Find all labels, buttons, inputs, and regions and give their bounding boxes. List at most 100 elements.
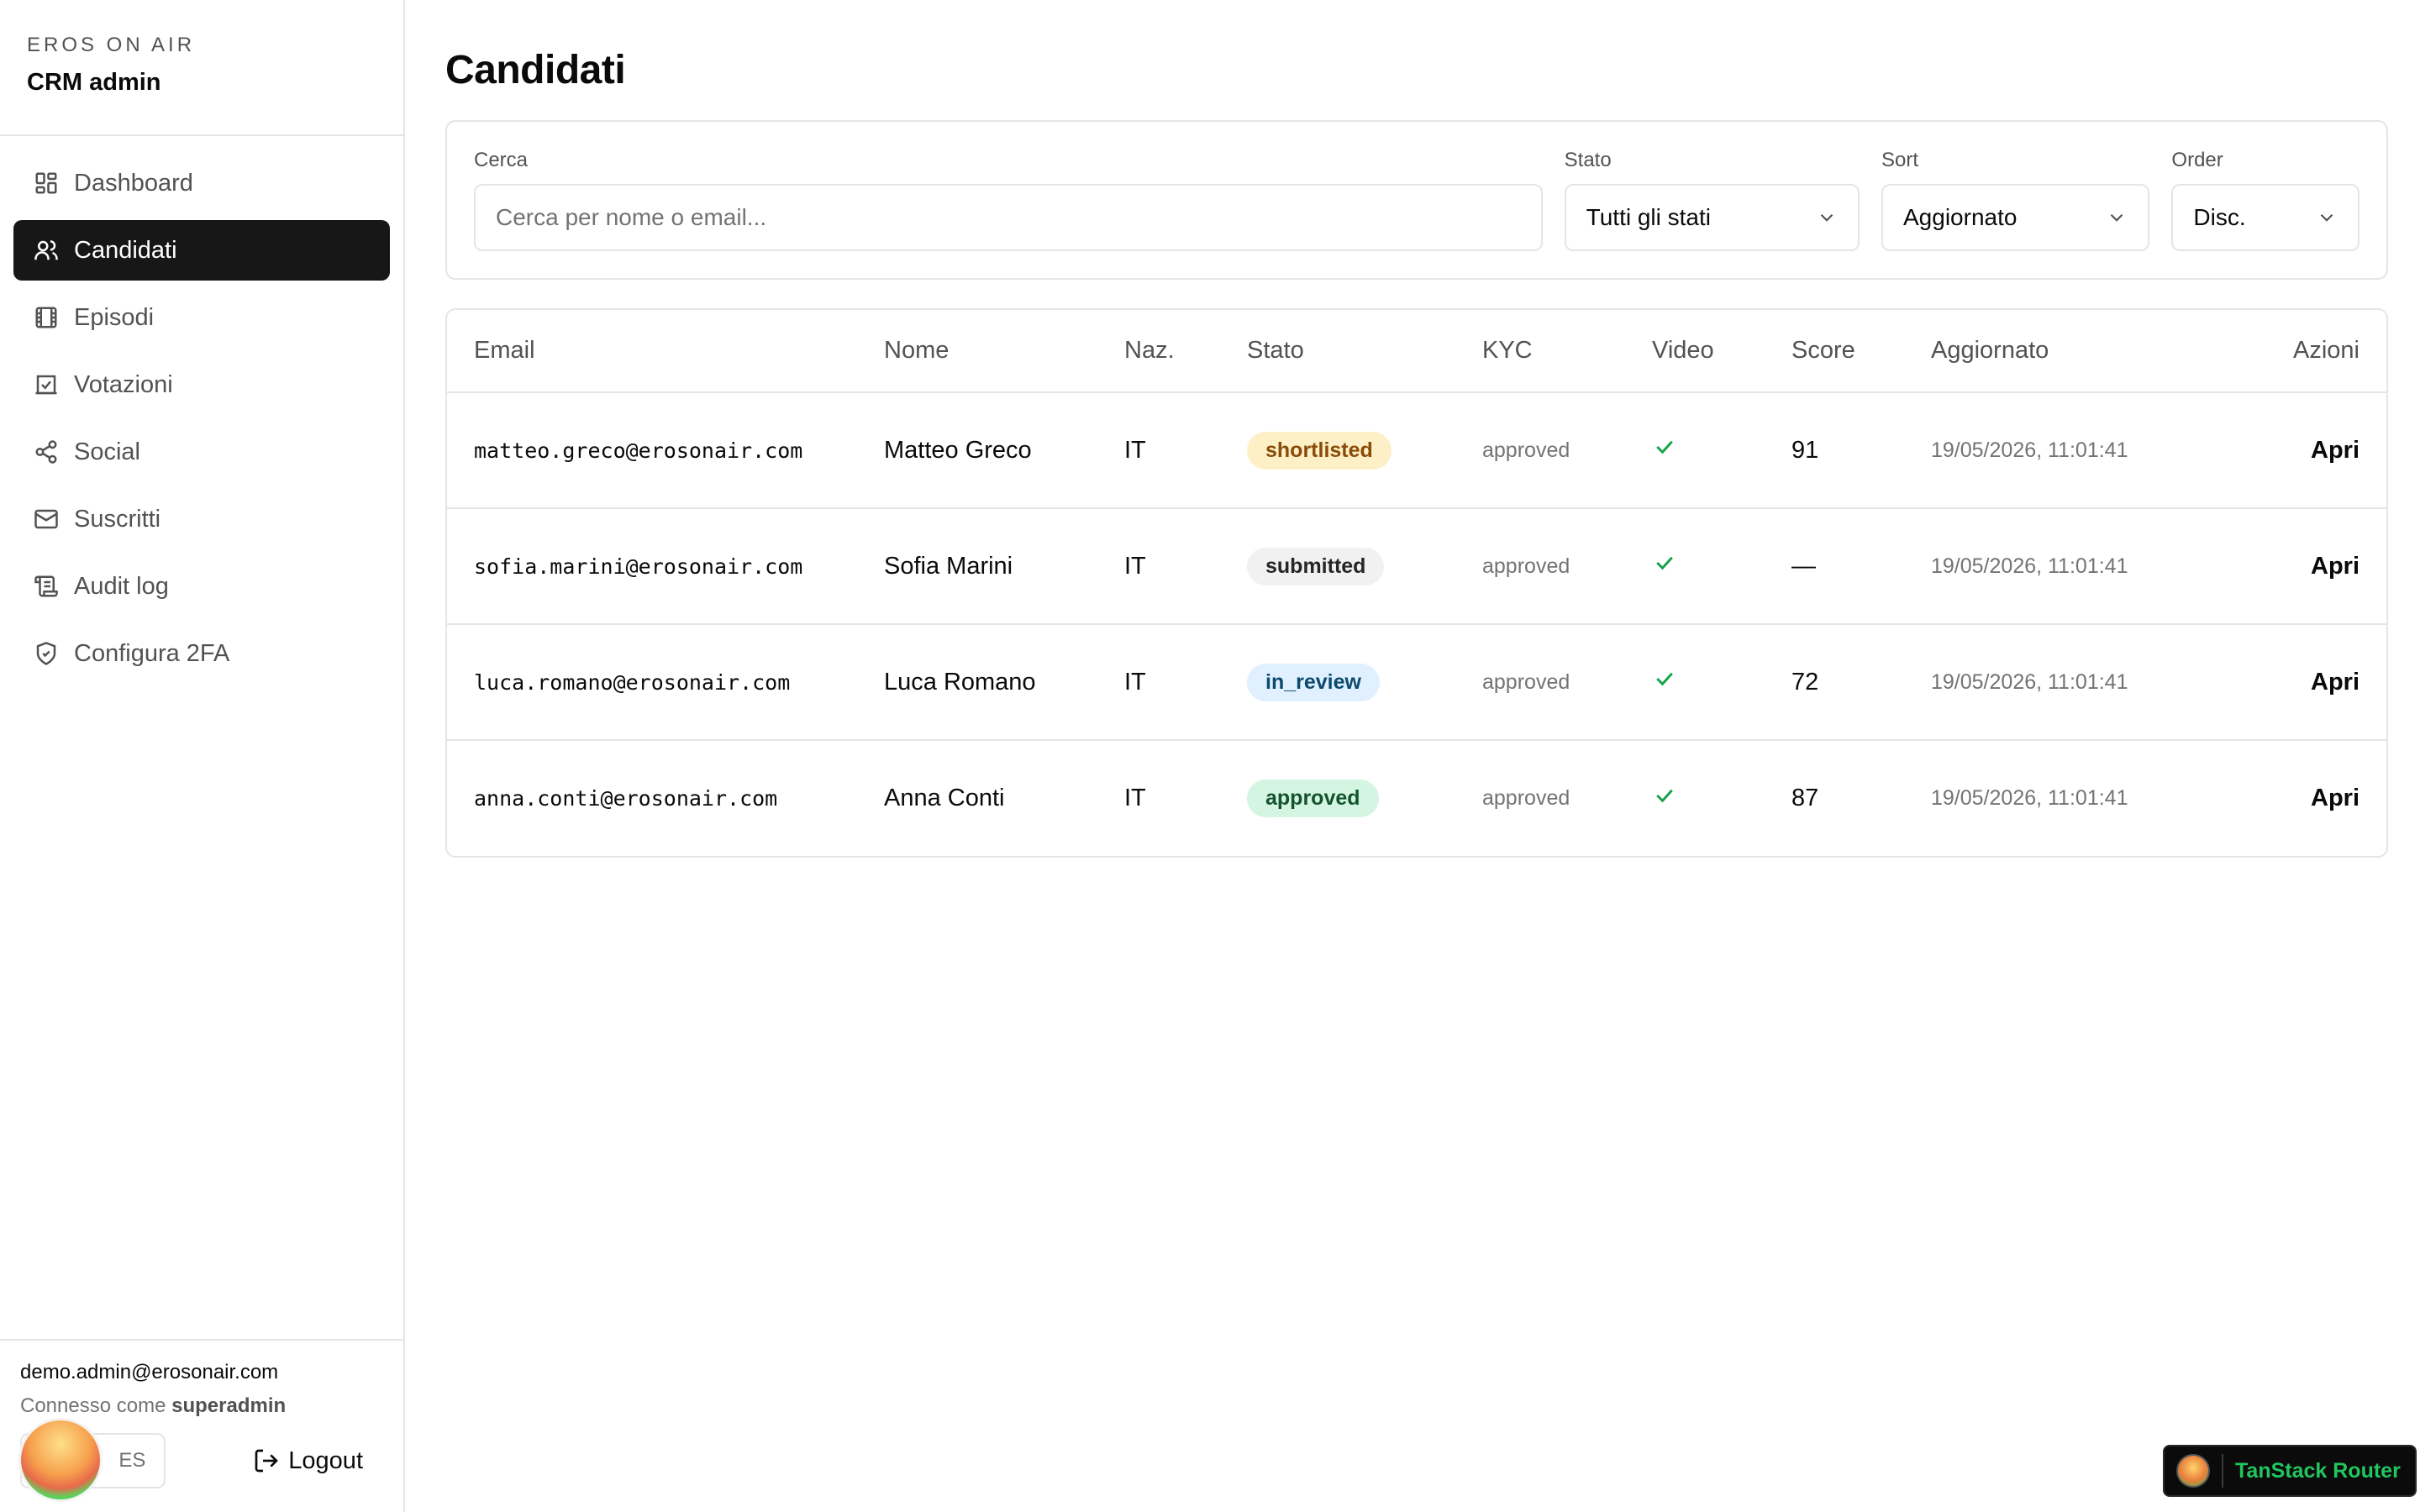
sidebar-footer-actions: N ES Logout xyxy=(18,1418,383,1502)
tanstack-router-devtools-button[interactable]: TanStack Router xyxy=(2163,1445,2417,1497)
user-role: Connesso come superadmin xyxy=(20,1394,383,1418)
open-candidate-link[interactable]: Apri xyxy=(2311,785,2360,811)
cell-email: matteo.greco@erosonair.com xyxy=(447,392,884,509)
cell-azioni: Apri xyxy=(2269,740,2386,856)
cell-aggiornato: 19/05/2026, 11:01:41 xyxy=(1931,392,2269,509)
language-switch: N ES xyxy=(18,1418,166,1502)
check-icon xyxy=(1656,672,1673,686)
sidebar-item-label: Dashboard xyxy=(74,169,193,197)
status-badge: submitted xyxy=(1247,547,1385,585)
sidebar-item-audit-log[interactable]: Audit log xyxy=(13,556,390,617)
sidebar-item-candidati[interactable]: Candidati xyxy=(13,220,390,281)
open-candidate-link[interactable]: Apri xyxy=(2311,552,2360,580)
order-label: Order xyxy=(2171,149,2223,171)
mail-icon xyxy=(34,509,58,529)
sidebar-item-episodi[interactable]: Episodi xyxy=(13,287,390,348)
devtools-toggle-icon[interactable] xyxy=(18,1418,103,1502)
sidebar-nav: Dashboard Candidati Episodi Votazioni So… xyxy=(0,136,403,684)
table-header-row: Email Nome Naz. Stato KYC Video Score Ag… xyxy=(447,310,2386,393)
page-title: Candidati xyxy=(445,48,626,92)
column-header-kyc[interactable]: KYC xyxy=(1482,310,1652,393)
cell-azioni: Apri xyxy=(2269,392,2386,509)
sidebar-item-dashboard[interactable]: Dashboard xyxy=(13,153,390,213)
cell-score: 87 xyxy=(1791,785,1819,811)
cell-azioni: Apri xyxy=(2269,508,2386,625)
status-badge: approved xyxy=(1247,780,1379,817)
column-header-score[interactable]: Score xyxy=(1791,310,1931,393)
shield-check-icon xyxy=(36,642,56,665)
sidebar-item-suscritti[interactable]: Suscritti xyxy=(13,489,390,549)
main-content: Candidati Cerca Stato Tutti gli stati So… xyxy=(445,0,2388,858)
column-header-email[interactable]: Email xyxy=(447,310,884,393)
brand: EROS ON AIR CRM admin xyxy=(0,0,403,136)
search-input[interactable] xyxy=(474,184,1543,251)
cell-aggiornato: 19/05/2026, 11:01:41 xyxy=(1931,508,2269,625)
order-select[interactable]: Disc. xyxy=(2171,184,2360,251)
cell-stato: in_review xyxy=(1247,624,1482,741)
open-candidate-link[interactable]: Apri xyxy=(2311,668,2360,696)
cell-naz: IT xyxy=(1124,624,1247,741)
brand-title: CRM admin xyxy=(27,69,161,96)
sidebar-item-label: Configura 2FA xyxy=(74,639,230,667)
brand-kicker: EROS ON AIR xyxy=(27,34,196,56)
logout-label: Logout xyxy=(288,1446,363,1474)
film-icon xyxy=(35,307,57,328)
lang-option-es[interactable]: ES xyxy=(118,1449,146,1472)
sidebar-item-votazioni[interactable]: Votazioni xyxy=(13,354,390,415)
table-row[interactable]: matteo.greco@erosonair.com Matteo Greco … xyxy=(447,392,2386,509)
scroll-icon xyxy=(34,575,58,597)
column-header-azioni: Azioni xyxy=(2269,310,2386,393)
cell-aggiornato: 19/05/2026, 11:01:41 xyxy=(1931,624,2269,741)
cell-stato: submitted xyxy=(1247,508,1482,625)
chevron-down-icon xyxy=(2320,213,2333,222)
cell-kyc: approved xyxy=(1482,786,1570,810)
cell-stato: approved xyxy=(1247,740,1482,856)
cell-score: — xyxy=(1791,508,1931,625)
status-badge: in_review xyxy=(1247,663,1380,701)
order-select-value: Disc. xyxy=(2193,204,2246,230)
cell-video xyxy=(1652,624,1791,741)
sort-field-group: Sort Aggiornato xyxy=(1881,149,2150,278)
stato-select-value: Tutti gli stati xyxy=(1586,204,1711,230)
table-row[interactable]: sofia.marini@erosonair.com Sofia Marini … xyxy=(447,508,2386,625)
cell-video xyxy=(1652,392,1791,509)
sidebar-item-configura-2fa[interactable]: Configura 2FA xyxy=(13,623,390,684)
column-header-nome[interactable]: Nome xyxy=(884,310,1124,393)
table-row[interactable]: luca.romano@erosonair.com Luca Romano IT… xyxy=(447,624,2386,741)
filters-panel: Cerca Stato Tutti gli stati Sort Aggiorn… xyxy=(445,120,2388,280)
check-icon xyxy=(1656,556,1673,570)
cell-kyc: approved xyxy=(1482,392,1652,509)
tanstack-router-label: TanStack Router xyxy=(2235,1458,2401,1483)
cell-score: 91 xyxy=(1791,392,1931,509)
column-header-stato[interactable]: Stato xyxy=(1247,310,1482,393)
candidates-table-card: Email Nome Naz. Stato KYC Video Score Ag… xyxy=(445,308,2388,858)
sidebar-item-label: Suscritti xyxy=(74,505,161,533)
sort-select[interactable]: Aggiornato xyxy=(1881,184,2150,251)
column-header-aggiornato[interactable]: Aggiornato xyxy=(1931,310,2269,393)
open-candidate-link[interactable]: Apri xyxy=(2311,436,2360,464)
divider xyxy=(2222,1454,2223,1488)
column-header-video[interactable]: Video xyxy=(1652,310,1791,393)
cell-email: sofia.marini@erosonair.com xyxy=(447,508,884,625)
sidebar-item-label: Votazioni xyxy=(74,370,173,398)
column-header-naz[interactable]: Naz. xyxy=(1124,310,1247,393)
cell-kyc: approved xyxy=(1482,508,1652,625)
cell-email: luca.romano@erosonair.com xyxy=(447,624,884,741)
cell-nome: Sofia Marini xyxy=(884,508,1124,625)
dashboard-icon xyxy=(35,172,57,194)
table-row[interactable]: anna.conti@erosonair.com Anna Conti IT a… xyxy=(447,740,2386,856)
sidebar-footer: demo.admin@erosonair.com Connesso come s… xyxy=(0,1339,403,1512)
tanstack-logo-icon xyxy=(2176,1454,2210,1488)
logout-button[interactable]: Logout xyxy=(253,1447,363,1475)
search-field-group: Cerca xyxy=(474,149,1543,278)
chevron-down-icon xyxy=(2111,213,2123,222)
user-role-value: superadmin xyxy=(171,1394,287,1417)
check-icon xyxy=(1656,789,1673,802)
stato-select[interactable]: Tutti gli stati xyxy=(1564,184,1860,251)
cell-naz: IT xyxy=(1124,392,1247,509)
vote-icon xyxy=(35,375,57,395)
sidebar-item-label: Candidati xyxy=(74,236,177,264)
cell-nome: Anna Conti xyxy=(884,785,1005,811)
cell-naz: IT xyxy=(1124,508,1247,625)
sidebar-item-social[interactable]: Social xyxy=(13,422,390,482)
